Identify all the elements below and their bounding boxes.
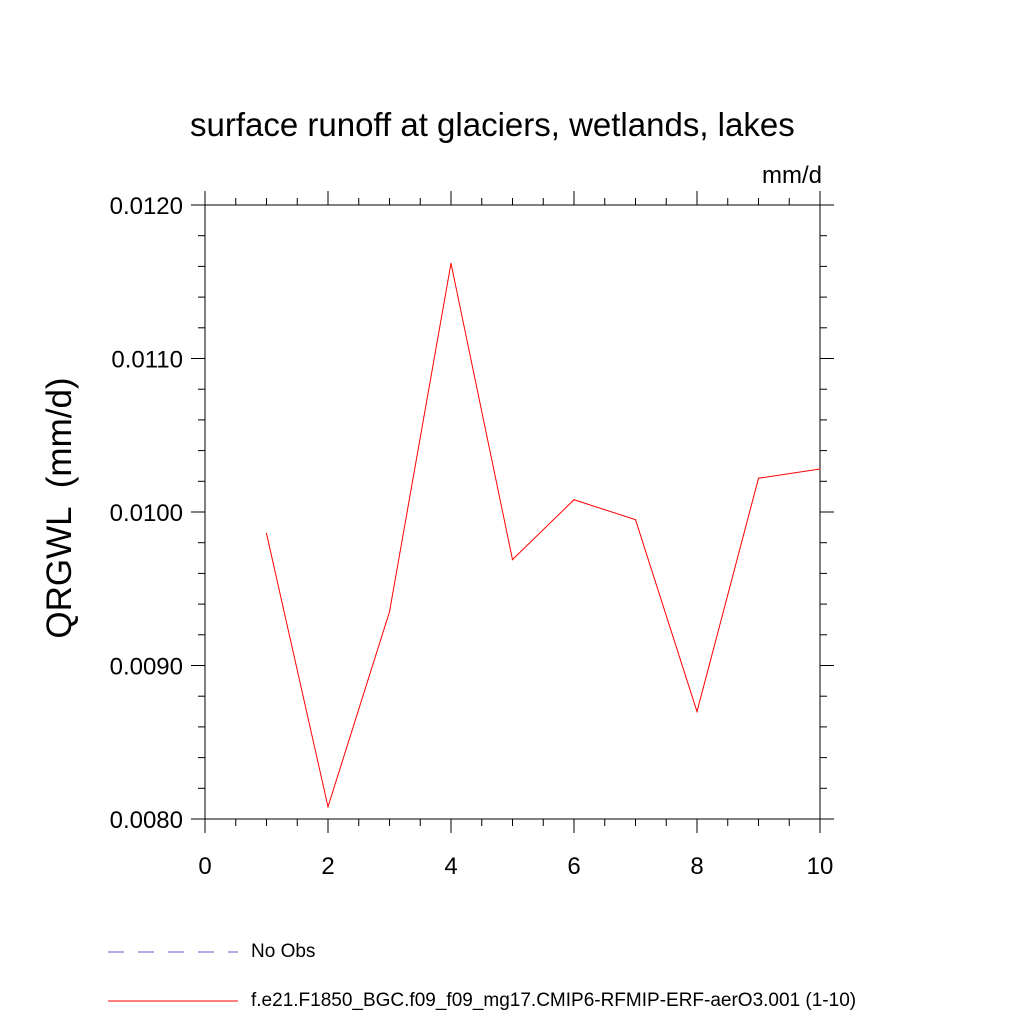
legend-label-model-run: f.e21.F1850_BGC.f09_f09_mg17.CMIP6-RFMIP… (251, 990, 857, 1011)
data-point (327, 806, 329, 808)
series-line (266, 263, 821, 809)
x-tick-label: 0 (198, 853, 211, 880)
data-point (819, 468, 821, 470)
y-tick-label: 0.0120 (110, 193, 183, 220)
chart-title: surface runoff at glaciers, wetlands, la… (190, 106, 795, 143)
data-point (573, 499, 575, 501)
data-point (388, 611, 391, 613)
x-tick-label: 10 (807, 853, 834, 880)
y-axis-label: QRGWL (mm/d) (40, 377, 79, 639)
data-point (696, 710, 698, 713)
x-tick-label: 8 (690, 853, 703, 880)
x-tick-label: 2 (321, 853, 334, 880)
y-tick-label: 0.0100 (110, 500, 183, 527)
y-tick-label: 0.0110 (111, 347, 183, 374)
units-label: mm/d (762, 162, 822, 189)
y-tick-label: 0.0080 (110, 807, 183, 834)
x-tick-label: 6 (567, 853, 580, 880)
data-point (511, 558, 514, 561)
x-tick-label: 4 (444, 853, 457, 880)
data-point (634, 519, 637, 521)
plot-frame (204, 204, 821, 820)
data-point (450, 262, 452, 264)
y-tick-label: 0.0090 (110, 654, 183, 681)
data-point (757, 477, 760, 479)
legend-label-no-obs: No Obs (251, 941, 316, 962)
data-point (265, 532, 268, 535)
